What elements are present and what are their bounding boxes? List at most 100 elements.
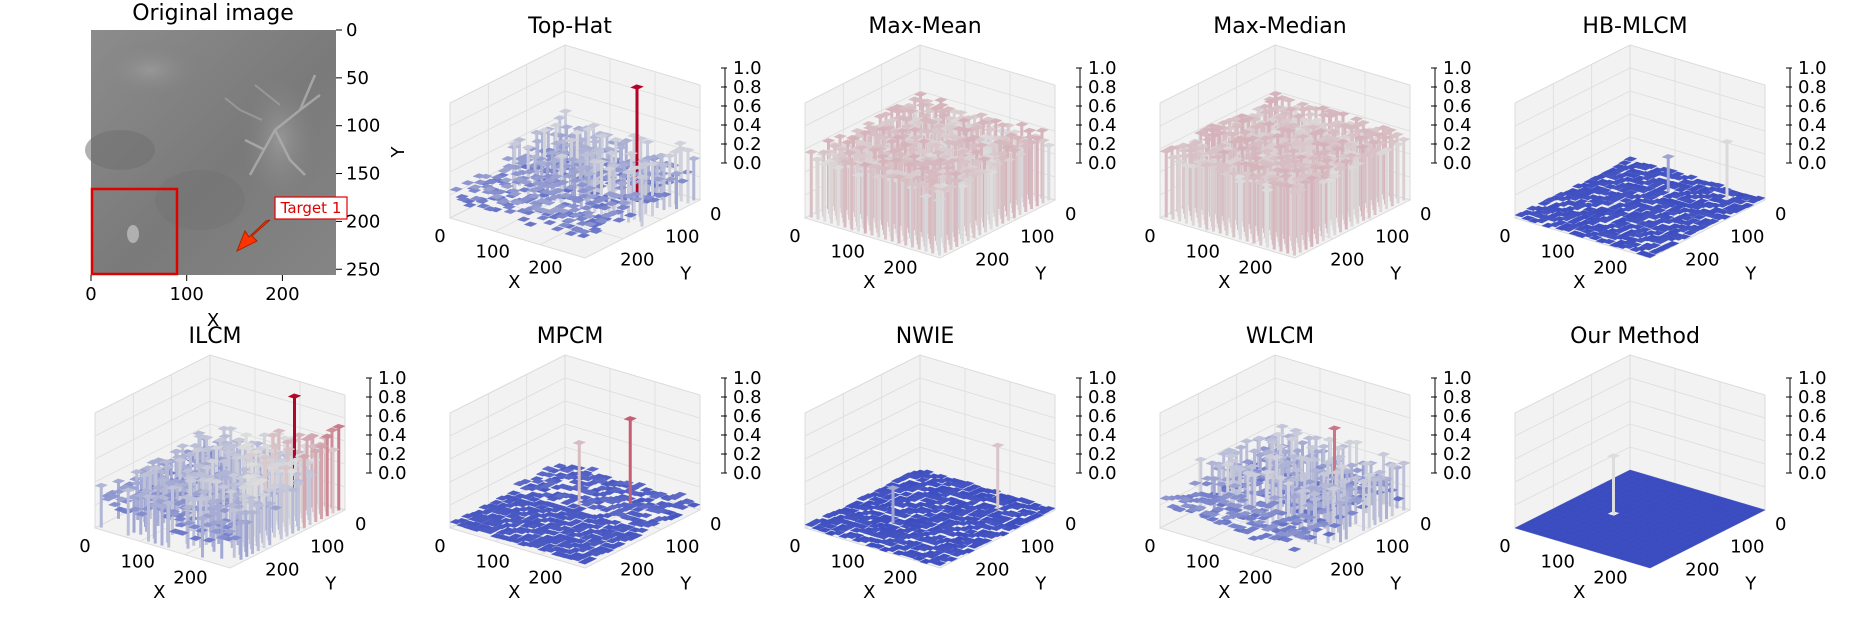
x-axis-label: X bbox=[1218, 272, 1230, 293]
surface-cell bbox=[608, 487, 623, 494]
surface-cell bbox=[563, 184, 578, 191]
surface-cell bbox=[873, 113, 888, 119]
x-tick-label: 200 bbox=[1593, 257, 1627, 278]
surface-cell bbox=[1391, 496, 1405, 502]
surface-cell bbox=[865, 168, 879, 175]
surface-cell bbox=[1306, 124, 1321, 130]
surface-cell bbox=[1622, 243, 1637, 250]
surface-cell bbox=[1295, 162, 1309, 168]
y-tick-label: 100 bbox=[1020, 227, 1054, 248]
surface-cell bbox=[578, 495, 592, 501]
surface-cell bbox=[473, 179, 488, 185]
surface-cell bbox=[1215, 143, 1229, 149]
surface-cell bbox=[1648, 248, 1663, 255]
surface-cell bbox=[1317, 471, 1331, 477]
y-tick-label: 200 bbox=[1685, 249, 1719, 270]
surface-cell bbox=[1309, 435, 1323, 441]
surface-cell bbox=[652, 516, 667, 522]
z-tick-label: 0.6 bbox=[1088, 96, 1117, 117]
x-tick-label: 100 bbox=[1186, 242, 1220, 263]
surface-cell bbox=[479, 509, 493, 515]
surface-cell bbox=[1253, 179, 1268, 186]
surface-cell bbox=[1287, 546, 1302, 553]
z-tick-label: 0.0 bbox=[1443, 463, 1472, 484]
surface-cell bbox=[580, 501, 594, 507]
surface-cell bbox=[597, 205, 612, 211]
surface-cell bbox=[583, 221, 598, 228]
z-tick-label: 0.4 bbox=[733, 425, 762, 446]
y-tick-label: 0 bbox=[710, 514, 721, 535]
surface bbox=[1514, 453, 1766, 569]
y-tick-label: 0 bbox=[1420, 204, 1431, 225]
surface-cell bbox=[1548, 221, 1562, 228]
surface-cell bbox=[573, 538, 588, 544]
surface-cell bbox=[912, 182, 927, 188]
surface-cell bbox=[876, 534, 891, 540]
surface-cell bbox=[510, 538, 524, 544]
surface-cell bbox=[960, 540, 975, 546]
surface-cell bbox=[548, 539, 563, 545]
surface-cell bbox=[522, 169, 537, 175]
surface-cell bbox=[621, 169, 636, 175]
surface-cell bbox=[606, 504, 620, 510]
surface-cell bbox=[856, 495, 870, 502]
surface-cell bbox=[924, 553, 939, 559]
surface-cell bbox=[600, 212, 615, 219]
surface-cell bbox=[1001, 525, 1016, 532]
x-tick-label: 0 bbox=[79, 536, 90, 557]
surface-cell bbox=[922, 169, 937, 175]
surface-cell bbox=[989, 525, 1003, 532]
surface-cell bbox=[546, 496, 561, 502]
surface-cell bbox=[877, 165, 892, 172]
surface-cell bbox=[984, 533, 999, 539]
z-axis: 0.00.20.40.60.81.0 bbox=[1431, 368, 1472, 484]
surface-cell bbox=[490, 174, 505, 180]
surface-cell bbox=[566, 503, 581, 509]
surface-cell bbox=[915, 477, 930, 483]
surface-cell bbox=[146, 459, 160, 465]
surface-cell bbox=[1598, 217, 1612, 224]
z-tick-label: 1.0 bbox=[733, 58, 762, 79]
surface-cell bbox=[585, 193, 599, 200]
surface-cell bbox=[561, 173, 576, 179]
z-tick-label: 1.0 bbox=[1798, 58, 1827, 79]
surface-cell bbox=[228, 535, 243, 541]
surface-cell bbox=[956, 148, 971, 155]
surface-cell bbox=[934, 478, 949, 484]
surface-cell bbox=[823, 523, 838, 530]
y-tick-label: 200 bbox=[620, 559, 654, 580]
surface-cell bbox=[469, 195, 484, 202]
surface-cell bbox=[1230, 123, 1245, 129]
z-tick-label: 0.4 bbox=[1798, 115, 1827, 136]
surface-cell bbox=[1643, 223, 1658, 229]
surface-cell bbox=[1641, 180, 1655, 186]
surface-cell bbox=[1312, 151, 1327, 157]
z-tick-label: 0.4 bbox=[1088, 425, 1117, 446]
surface-cell bbox=[974, 142, 989, 148]
surface-cell bbox=[561, 474, 576, 480]
panel-wlcm: WLCM 0.00.20.40.60.81.0 0 100 200 X 0 100 200 Y bbox=[1144, 324, 1471, 603]
surface-cell bbox=[577, 229, 592, 235]
surface-cell bbox=[967, 516, 982, 522]
surface-cell bbox=[1350, 467, 1365, 474]
surface-cell bbox=[1321, 495, 1335, 501]
surface-cell bbox=[559, 124, 574, 130]
surface-cell bbox=[1172, 506, 1187, 513]
surface-cell bbox=[564, 137, 579, 143]
y-tick-label: 100 bbox=[1375, 537, 1409, 558]
surface-cell bbox=[1166, 503, 1180, 510]
y-axis: 0 100 200 Y bbox=[1330, 204, 1431, 285]
surface bbox=[804, 91, 1056, 256]
surface-cell bbox=[553, 492, 567, 499]
surface-cell bbox=[1355, 144, 1370, 150]
x-axis: 0 100 200 X bbox=[434, 536, 562, 603]
x-axis: 0 100 200 X bbox=[1144, 536, 1272, 603]
surface-cell bbox=[892, 174, 906, 180]
surface-cell bbox=[456, 196, 470, 202]
panel-our-method: Our Method0.00.20.40.60.81.00100200X0100… bbox=[1499, 324, 1826, 603]
surface-cell bbox=[245, 461, 260, 468]
surface-cell bbox=[107, 501, 122, 508]
surface-cell bbox=[1263, 98, 1278, 105]
surface-cell bbox=[1323, 113, 1338, 119]
surface-cell bbox=[583, 185, 597, 191]
